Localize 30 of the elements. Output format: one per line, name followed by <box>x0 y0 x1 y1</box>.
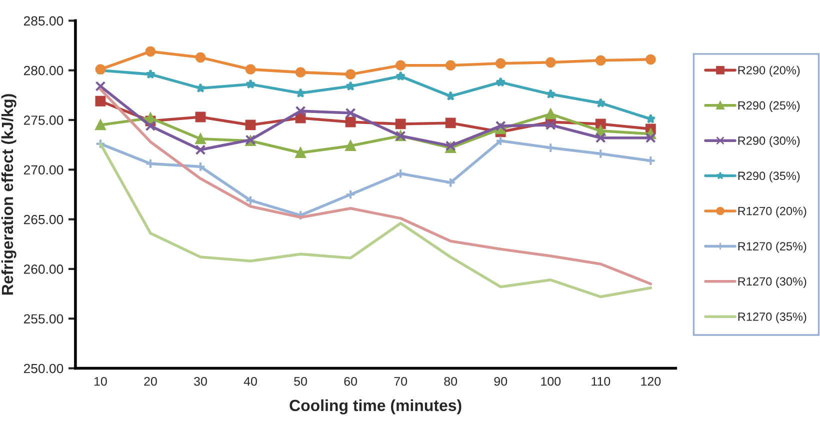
y-tick-label: 285.00 <box>24 16 64 26</box>
x-axis-title: Cooling time (minutes) <box>290 399 462 414</box>
legend-label: R290 (20%) <box>738 66 800 77</box>
x-tick-label: 30 <box>194 376 207 386</box>
x-tick-label: 100 <box>541 376 561 386</box>
legend-label: R1270 (20%) <box>738 206 806 218</box>
x-tick-label: 110 <box>592 376 610 386</box>
legend-label: R290 (25%) <box>738 100 800 112</box>
x-tick-label: 60 <box>344 376 358 386</box>
legend-label: R1270 (25%) <box>738 242 806 253</box>
x-tick-label: 40 <box>244 376 257 386</box>
legend-label: R290 (35%) <box>738 171 800 182</box>
x-tick-label: 50 <box>294 376 307 386</box>
legend-label: R290 (30%) <box>738 136 800 148</box>
y-tick-label: 275.00 <box>24 116 64 125</box>
x-tick-label: 20 <box>144 376 157 386</box>
x-tick-label: 90 <box>494 376 508 386</box>
y-tick-label: 265.00 <box>24 214 64 224</box>
y-tick-label: 250.00 <box>24 364 64 374</box>
y-tick-label: 260.00 <box>24 264 64 274</box>
y-axis-title: Refrigeration effect (kJ/kg) <box>1 94 16 295</box>
x-tick-label: 120 <box>641 376 661 386</box>
x-tick-label: 70 <box>394 376 408 386</box>
x-tick-label: 10 <box>94 376 107 386</box>
y-tick-label: 270.00 <box>24 165 64 175</box>
legend-label: R1270 (35%) <box>738 312 806 324</box>
x-tick-label: 80 <box>444 376 458 386</box>
y-tick-label: 255.00 <box>24 314 64 324</box>
y-tick-label: 280.00 <box>24 66 64 76</box>
legend-label: R1270 (30%) <box>738 276 806 288</box>
